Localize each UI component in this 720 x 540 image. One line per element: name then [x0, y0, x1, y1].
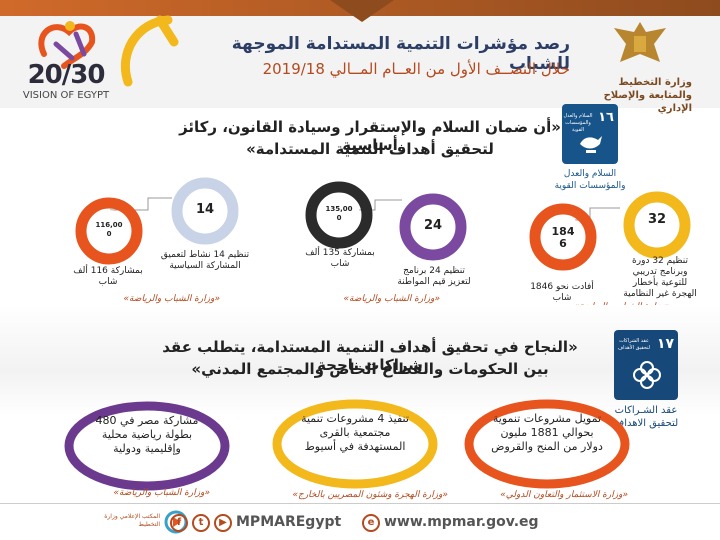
section1-quote-line2: لتحقيق أهداف التنمية المستدامة»: [246, 140, 494, 158]
vision-number: 20/30: [27, 60, 106, 90]
sdg17-number: ١٧: [656, 336, 674, 352]
stat-ring-14: [171, 177, 239, 245]
stat-caption-1846: أفادت نحو 1846 شاب: [530, 282, 594, 303]
facebook-icon[interactable]: f: [170, 514, 188, 532]
dove-gavel-icon: [580, 136, 602, 153]
oval-funding: [464, 399, 630, 489]
website-link[interactable]: www.mpmar.gov.eg: [384, 514, 539, 530]
sdg17-badge: [614, 330, 678, 400]
top-notch: [330, 0, 394, 22]
stat-ring-24: [399, 193, 467, 261]
youtube-icon[interactable]: ▶: [214, 514, 232, 532]
web-icon[interactable]: e: [362, 514, 380, 532]
stat-caption-135000: بمشاركة 135 ألف شاب: [305, 248, 375, 269]
eagle-emblem-icon: [614, 22, 666, 62]
stat-ring-135000: [305, 181, 373, 249]
source-oval-funding: «وزارة الاستثمار والتعاون الدولي»: [500, 490, 628, 500]
stat-ring-32: [623, 191, 691, 259]
stat-caption-14: تنظيم 14 نشاط لتعميق المشاركة السياسية: [160, 250, 250, 271]
oval-assiut: [272, 399, 438, 489]
page-title: رصد مؤشرات التنمية المستدامة الموجهة للش…: [231, 34, 570, 74]
source-oval-sports: «وزارة الشباب والرياضة»: [113, 488, 210, 498]
sdg16-number: ١٦: [598, 110, 614, 125]
stat-value-14: 14: [195, 202, 215, 217]
oval-sports: [64, 401, 230, 491]
ministry-name: وزارة التخطيط والمتابعة والإصلاح الإداري: [603, 77, 692, 114]
sdg16-small-label: السلام والعدل والمؤسسات القوية: [563, 113, 593, 133]
sdg-swirl-icon: [120, 15, 179, 87]
sdg16-label: السلام والعدل والمؤسسات القوية: [554, 169, 626, 191]
section2-quote-line1: «النجاح في تحقيق أهداف التنمية المستدامة…: [162, 338, 578, 374]
social-handle[interactable]: MPMAREgypt: [236, 514, 342, 530]
stat-caption-32: تنظيم 32 دورة وبرنامج تدريبي للتوعية بأخ…: [623, 256, 697, 299]
source-youth-ministry-2: «وزارة الشباب والرياضة»: [343, 294, 440, 304]
section1-quote-line1: «أن ضمان السلام والإستقرار وسيادة القانو…: [179, 118, 561, 154]
stat-caption-24: تنظيم 24 برنامج لتعزيز قيم المواطنة: [397, 266, 471, 287]
page-subtitle: خلال النصــف الأول من العــام المــالي 2…: [262, 60, 570, 78]
source-youth-ministry-1: «وزارة الشباب والرياضة»: [123, 294, 220, 304]
stat-value-1846: 184 6: [551, 225, 575, 250]
stat-ring-1846: [529, 203, 597, 271]
vision-2030-logo: [38, 21, 96, 69]
stat-caption-116000: بمشاركة 116 ألف شاب: [73, 266, 143, 287]
footer-divider: [0, 503, 720, 504]
stat-value-116000: 116,00 0: [95, 221, 123, 238]
source-oval-assiut: «وزارة الهجرة وشئون المصريين بالخارج»: [292, 490, 448, 500]
oval-text-assiut: تنفيذ 4 مشروعات تنمية مجتمعية بالقرى الم…: [301, 412, 409, 453]
sdg17-label: عقد الشـراكات لتحقيق الاهداف: [613, 405, 679, 429]
twitter-icon[interactable]: t: [192, 514, 210, 532]
partnership-flower-icon: [633, 361, 661, 389]
stat-value-32: 32: [647, 212, 667, 227]
stat-ring-116000: [75, 197, 143, 265]
crowd-background: [0, 305, 720, 415]
oval-text-funding: تمويل مشروعات تنموية بحوالي 1881 مليون د…: [491, 412, 603, 453]
sdg16-badge: [562, 104, 618, 164]
sdg17-small-label: عقد الشراكات لتحقيق الأهداف: [617, 338, 651, 351]
stat-value-24: 24: [423, 218, 443, 233]
media-center-name: المكتب الإعلامي وزارة التخطيط: [104, 513, 160, 528]
oval-text-sports: مشاركة مصر في 480 بطولة رياضية محلية وإق…: [95, 414, 199, 455]
vision-text: VISION OF EGYPT: [22, 90, 110, 101]
stat-value-135000: 135,00 0: [325, 205, 353, 222]
section2-quote-line2: بين الحكومات والقطاع الخاص والمجتمع المد…: [191, 360, 549, 378]
